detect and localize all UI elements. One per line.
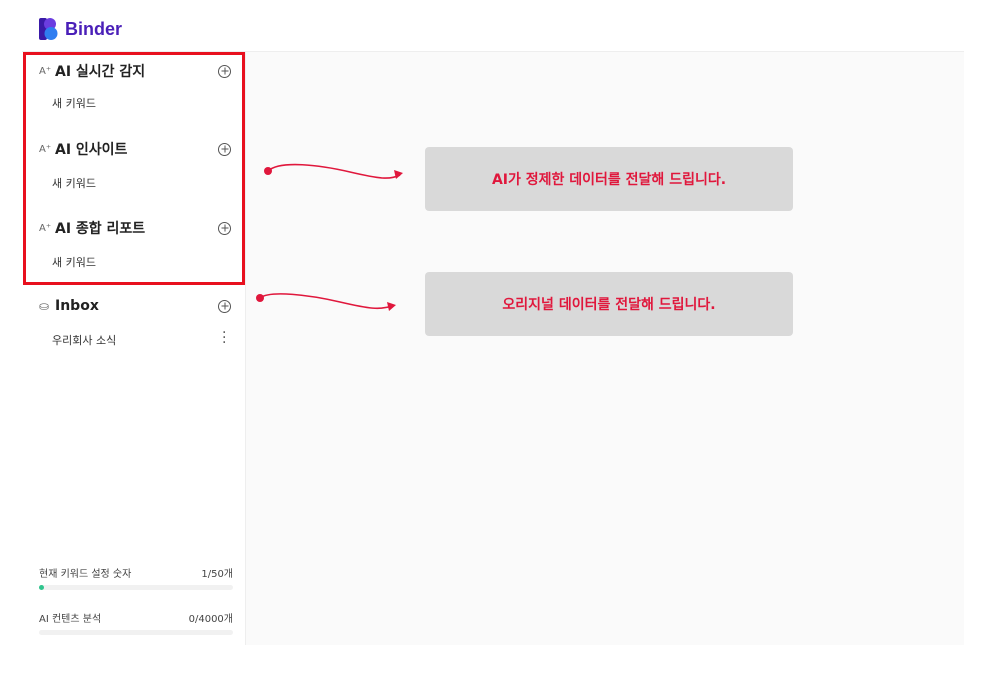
list-item[interactable]: 새 키워드 — [52, 177, 96, 190]
ai-sparkle-icon: A⁺ — [39, 143, 52, 155]
brand-logo[interactable]: Binder — [39, 18, 122, 40]
original-data-callout: 오리지널 데이터를 전달해 드립니다. — [425, 272, 793, 336]
arrowhead — [394, 170, 403, 179]
add-icon[interactable] — [218, 299, 231, 313]
inbox-icon: ⛀ — [39, 299, 50, 313]
section-title: AI 실시간 감지 — [55, 64, 146, 80]
section-header-realtime[interactable]: A⁺ AI 실시간 감지 — [39, 61, 231, 81]
brand-name: Binder — [65, 18, 123, 39]
arrow-dot — [256, 294, 264, 302]
stat-value: 1/50개 — [201, 569, 233, 580]
keyword-count-stat: 현재 키워드 설정 숫자 1/50개 — [39, 565, 233, 580]
progress-fill — [39, 585, 44, 590]
arrow-ai — [267, 163, 401, 179]
content-analysis-stat: AI 컨텐츠 분석 0/4000개 — [39, 610, 233, 625]
more-options-icon[interactable]: · · · — [222, 325, 227, 351]
ai-sparkle-icon: A⁺ — [39, 65, 52, 77]
header-divider — [22, 51, 964, 52]
ai-sparkle-icon: A⁺ — [39, 222, 52, 234]
binder-logo-icon — [39, 18, 58, 40]
list-item[interactable]: 우리회사 소식 — [52, 334, 117, 347]
ai-data-callout: AI가 정제한 데이터를 전달해 드립니다. — [425, 147, 793, 211]
section-header-report[interactable]: A⁺ AI 종합 리포트 — [39, 218, 231, 238]
arrowhead — [387, 302, 396, 311]
section-title: AI 인사이트 — [55, 142, 128, 158]
arrow-dot — [264, 167, 272, 175]
list-item[interactable]: 새 키워드 — [52, 97, 96, 110]
keyword-progress-bar — [39, 585, 233, 590]
add-icon[interactable] — [218, 64, 231, 78]
stat-value: 0/4000개 — [188, 614, 233, 625]
section-header-insight[interactable]: A⁺ AI 인사이트 — [39, 139, 231, 159]
section-title: Inbox — [55, 298, 99, 314]
section-header-inbox[interactable]: ⛀ Inbox — [39, 298, 231, 314]
stat-label: AI 컨텐츠 분석 — [39, 614, 102, 625]
content-progress-bar — [39, 630, 233, 635]
add-icon[interactable] — [218, 221, 231, 235]
add-icon[interactable] — [218, 142, 231, 156]
section-title: AI 종합 리포트 — [55, 221, 146, 237]
list-item[interactable]: 새 키워드 — [52, 256, 96, 269]
highlight-box — [23, 52, 245, 285]
stat-label: 현재 키워드 설정 숫자 — [39, 569, 132, 580]
arrow-original — [259, 293, 393, 310]
